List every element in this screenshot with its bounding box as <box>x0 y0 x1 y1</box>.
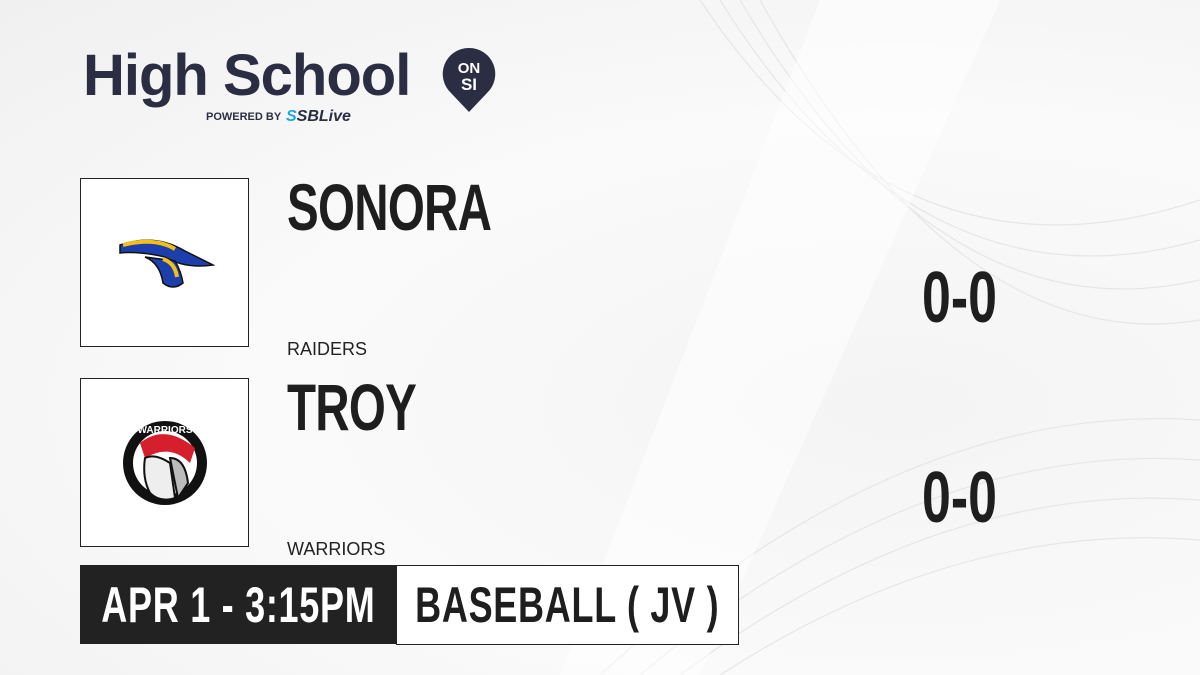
svg-text:WARRIORS: WARRIORS <box>137 425 192 436</box>
game-datetime: APR 1 - 3:15PM <box>80 565 396 644</box>
team-name-troy: TROY <box>287 370 417 444</box>
raider-hat-logo-icon <box>118 239 215 288</box>
team-name-sonora: SONORA <box>287 170 492 244</box>
game-sport: BASEBALL ( JV ) <box>396 565 739 645</box>
game-sport-text: BASEBALL ( JV ) <box>415 577 720 633</box>
team-mascot-sonora: RAIDERS <box>287 339 368 359</box>
team-logo-sonora <box>80 178 249 347</box>
warrior-helmet-logo-icon: WARRIORS <box>122 420 207 505</box>
powered-by-label: POWERED BY <box>206 111 282 123</box>
team-mascot-troy: WARRIORS <box>287 539 386 559</box>
sblive-wordmark: SBLive <box>296 108 351 125</box>
on-si-pin-icon: ON SI <box>442 47 496 113</box>
team-logo-troy: WARRIORS <box>80 378 249 547</box>
sblive-mark-icon: S <box>286 108 297 125</box>
brand-title: High School <box>83 43 411 108</box>
svg-text:ON: ON <box>458 60 481 77</box>
svg-text:SI: SI <box>461 75 477 94</box>
team-score-troy: 0-0 <box>922 458 997 538</box>
game-datetime-text: APR 1 - 3:15PM <box>100 576 376 633</box>
sblive-logo: SSBLive <box>286 108 351 126</box>
team-score-sonora: 0-0 <box>922 258 997 338</box>
